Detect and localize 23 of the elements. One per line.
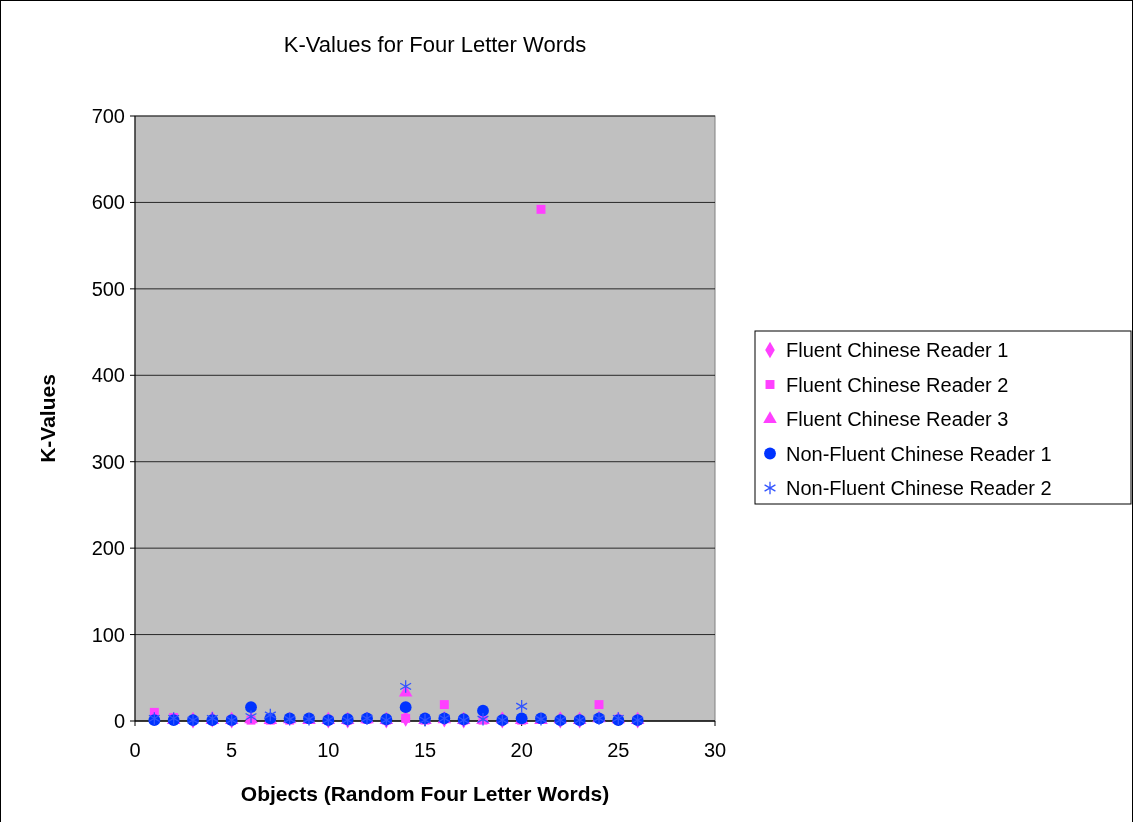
x-tick-label: 15: [413, 739, 437, 761]
y-tick-label: 400: [91, 364, 125, 387]
y-tick-label: 0: [113, 710, 125, 732]
legend-label: Fluent Chinese Reader 3: [786, 408, 1009, 430]
y-axis-title: K-Values: [36, 374, 59, 463]
y-tick-label: 700: [91, 105, 125, 127]
x-tick-label: 0: [129, 739, 141, 761]
legend-label: Fluent Chinese Reader 1: [786, 339, 1009, 361]
y-tick-label: 600: [91, 191, 125, 214]
legend-label: Non-Fluent Chinese Reader 1: [786, 442, 1052, 465]
chart-title: K-Values for Four Letter Words: [283, 32, 587, 57]
y-tick-label: 100: [91, 623, 125, 646]
y-tick-label: 300: [91, 450, 125, 473]
legend-label: Fluent Chinese Reader 2: [786, 373, 1009, 396]
x-tick-label: 20: [510, 739, 533, 761]
x-tick-label: 30: [703, 739, 727, 761]
legend-label: Non-Fluent Chinese Reader 2: [786, 477, 1052, 499]
x-tick-label: 10: [317, 739, 340, 761]
x-axis-title: Objects (Random Four Letter Words): [240, 782, 610, 805]
x-tick-label: 25: [607, 739, 630, 761]
x-tick-label: 5: [226, 739, 238, 761]
y-tick-label: 200: [91, 537, 125, 560]
y-tick-label: 500: [91, 277, 125, 300]
